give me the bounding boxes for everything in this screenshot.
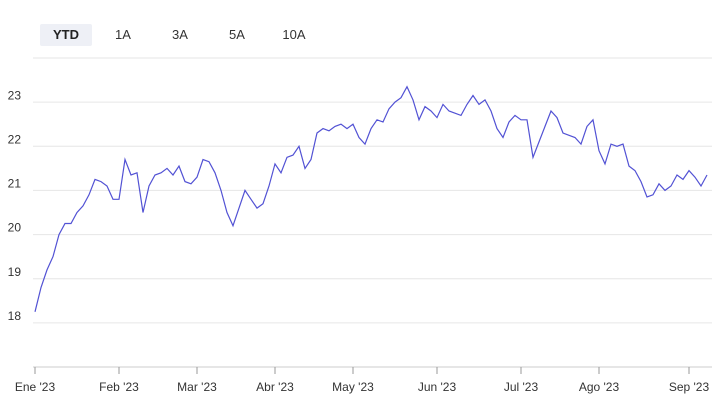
x-tick-label: Ago '23 [579,380,620,394]
y-tick-label: 20 [8,221,22,235]
x-tick-label: Feb '23 [99,380,139,394]
y-tick-label: 23 [8,88,22,102]
x-tick-label: Ene '23 [15,380,56,394]
line-series [34,85,708,312]
x-tick-label: May '23 [332,380,374,394]
range-button[interactable]: 3A [172,27,188,42]
x-tick-label: Mar '23 [177,380,217,394]
range-button[interactable]: 10A [282,27,306,42]
y-tick-label: 21 [8,177,22,191]
y-tick-label: 19 [8,265,22,279]
y-tick-label: 18 [8,309,22,323]
x-tick-label: Sep '23 [669,380,710,394]
range-button[interactable]: YTD [40,24,92,46]
y-tick-label: 22 [8,132,22,146]
x-tick-label: Jul '23 [504,380,539,394]
x-tick-label: Abr '23 [256,380,294,394]
x-tick-label: Jun '23 [418,380,457,394]
range-button[interactable]: 5A [229,27,245,42]
range-button[interactable]: 1A [115,27,131,42]
